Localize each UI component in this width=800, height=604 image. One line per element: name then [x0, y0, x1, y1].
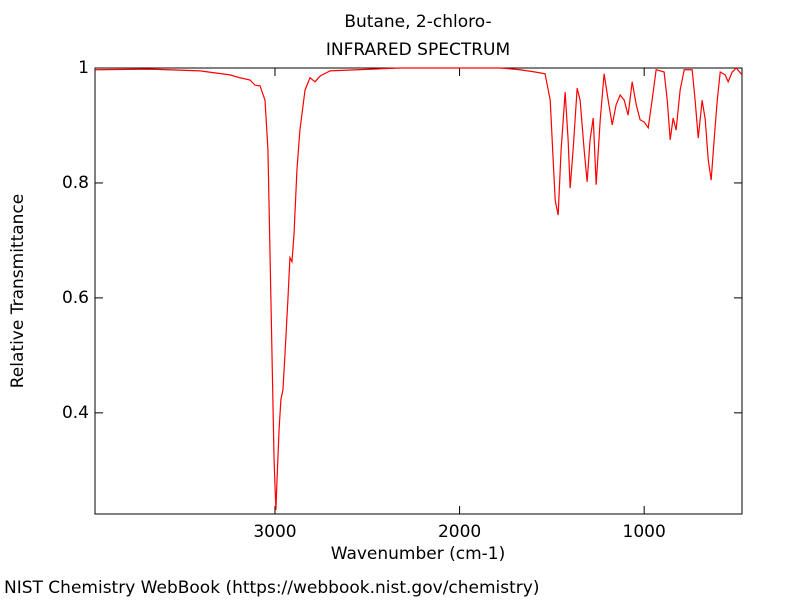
chart-subtitle: INFRARED SPECTRUM	[326, 40, 510, 60]
y-axis-label: Relative Transmittance	[8, 194, 28, 389]
x-tick-label: 2000	[438, 522, 481, 542]
x-axis-label: Wavenumber (cm-1)	[331, 544, 506, 564]
plot-frame	[94, 67, 743, 515]
source-note: NIST Chemistry WebBook (https://webbook.…	[4, 578, 539, 598]
y-tick-label: 0.8	[62, 173, 89, 193]
spectrum-line	[94, 67, 743, 511]
y-tick-label: 0.4	[62, 403, 89, 423]
x-tick-label: 1000	[623, 522, 666, 542]
y-tick-label: 0.6	[62, 288, 89, 308]
y-tick-label: 1	[78, 58, 89, 78]
x-tick-label: 3000	[253, 522, 296, 542]
chart-title: Butane, 2-chloro-	[344, 12, 491, 32]
